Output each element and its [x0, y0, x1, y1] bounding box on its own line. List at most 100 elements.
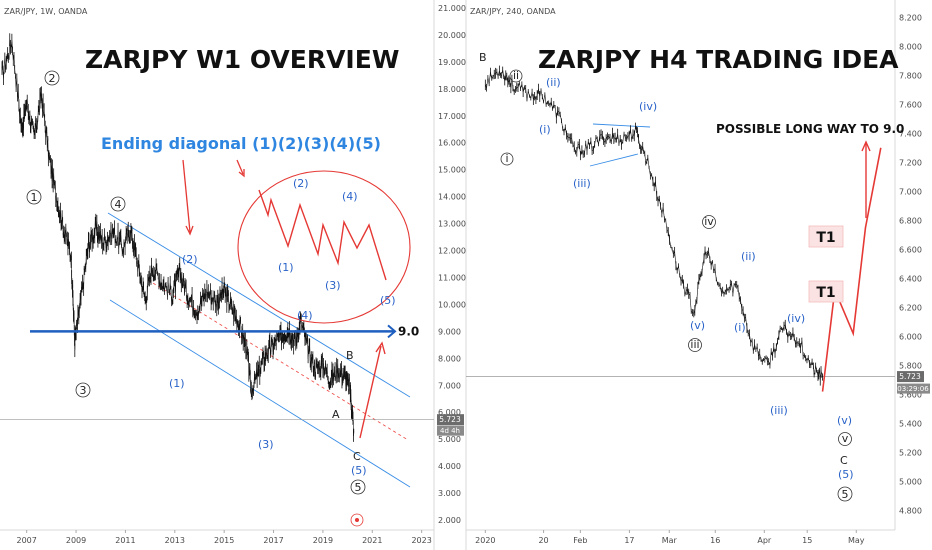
h4-price-line — [485, 69, 823, 381]
w1-y-tick: 18.000 — [438, 85, 466, 94]
w1-x-tick: 2007 — [17, 536, 37, 545]
svg-text:iv: iv — [704, 215, 714, 228]
w1-y-tick: 7.000 — [438, 381, 461, 390]
w1-wave-circle-3: 3 — [75, 382, 91, 398]
h4-y-tick: 6.400 — [899, 274, 922, 283]
w1-y-axis: 21.000 20.000 19.000 18.000 17.000 16.000 15.0… — [438, 4, 466, 525]
w1-wave-circle-2: 2 — [44, 70, 60, 86]
h4-wave-i-2: (i) — [734, 321, 746, 334]
w1-title: ZARJPY W1 OVERVIEW — [85, 45, 399, 74]
h4-wave-iii-2: (iii) — [770, 404, 788, 417]
h4-y-tick: 8.200 — [899, 13, 922, 22]
h4-x-tick: Apr — [757, 536, 772, 545]
w1-x-tick: 2021 — [362, 536, 382, 545]
h4-target-t1-upper: T1 — [808, 225, 844, 248]
svg-text:T1: T1 — [816, 285, 835, 301]
h4-title: ZARJPY H4 TRADING IDEA — [538, 45, 899, 74]
w1-diagonal-zigzag — [258, 189, 387, 281]
svg-text:1: 1 — [31, 191, 38, 204]
h4-y-tick: 7.600 — [899, 100, 922, 109]
w1-inset-wave-3: (3) — [325, 279, 341, 292]
w1-ellipse-arrow-line — [236, 159, 244, 175]
h4-y-tick: 5.000 — [899, 477, 922, 486]
w1-wave-p1: (1) — [169, 377, 185, 390]
h4-wave-c: C — [840, 454, 848, 467]
svg-text:iii: iii — [690, 338, 699, 351]
w1-y-tick: 9.000 — [438, 327, 461, 336]
w1-wave-c: C — [353, 450, 361, 463]
w1-level-label: 9.0 — [398, 324, 419, 338]
h4-y-tick: 5.200 — [899, 448, 922, 457]
w1-y-tick: 6.000 — [438, 408, 461, 417]
w1-y-tick: 4.000 — [438, 462, 461, 471]
svg-text:3: 3 — [80, 384, 87, 397]
h4-y-tick: 7.800 — [899, 71, 922, 80]
w1-diagonal-ellipse — [237, 170, 411, 324]
w1-symbol-line: ZAR/JPY, 1W, OANDA — [4, 7, 88, 16]
w1-wave-circle-4: 4 — [110, 196, 126, 212]
h4-x-tick: May — [848, 536, 865, 545]
h4-time-badge: 03:29:06 — [897, 383, 930, 394]
w1-x-tick: 2011 — [115, 536, 135, 545]
w1-y-tick: 19.000 — [438, 58, 466, 67]
w1-chart-panel: ZAR/JPY, 1W, OANDA ZARJPY W1 OVERVIEW 2 1… — [0, 0, 466, 550]
w1-price-badge: 5.723 — [437, 414, 464, 426]
w1-y-tick: 16.000 — [438, 139, 466, 148]
svg-text:v: v — [842, 432, 849, 445]
w1-inset-wave-2: (2) — [293, 177, 309, 190]
h4-wave-i: (i) — [539, 123, 551, 136]
h4-projection-line — [821, 147, 882, 392]
h4-y-tick: 8.000 — [899, 42, 922, 51]
w1-y-tick: 13.000 — [438, 220, 466, 229]
w1-diagonal-arrow-line — [182, 159, 191, 233]
h4-wave-ii-2: (ii) — [741, 250, 756, 263]
h4-symbol-line: ZAR/JPY, 240, OANDA — [470, 7, 556, 16]
w1-y-tick: 15.000 — [438, 166, 466, 175]
w1-y-tick: 12.000 — [438, 247, 466, 256]
svg-text:ii: ii — [513, 69, 519, 82]
h4-y-tick: 6.000 — [899, 332, 922, 341]
svg-text:2: 2 — [49, 72, 56, 85]
h4-target-t1-lower: T1 — [808, 280, 844, 303]
w1-price-series — [1, 33, 355, 442]
h4-x-tick: Feb — [573, 536, 587, 545]
w1-wave-b: B — [346, 349, 354, 362]
w1-y-tick: 20.000 — [438, 31, 466, 40]
w1-y-tick: 14.000 — [438, 193, 466, 202]
h4-x-tick: 15 — [802, 536, 812, 545]
w1-wave-p4: (4) — [297, 309, 313, 322]
h4-wave-ii: (ii) — [546, 76, 561, 89]
w1-diagonal-annotation: Ending diagonal (1)(2)(3)(4)(5) — [101, 134, 381, 153]
w1-wave-p5: (5) — [351, 464, 367, 477]
w1-time-badge: 4d 4h — [437, 425, 464, 436]
svg-text:5.723: 5.723 — [899, 372, 921, 381]
svg-text:i: i — [505, 152, 508, 165]
w1-up-arrow-icon — [375, 341, 386, 355]
w1-projection-line — [359, 345, 382, 439]
w1-wave-circle-5: 5 — [350, 479, 366, 495]
w1-inset-wave-1: (1) — [278, 261, 294, 274]
h4-y-tick: 6.800 — [899, 216, 922, 225]
w1-x-tick: 2015 — [214, 536, 234, 545]
h4-x-tick: 17 — [624, 536, 634, 545]
w1-small-arrow-icon — [238, 169, 245, 178]
h4-wave-iv: (iv) — [639, 100, 657, 113]
w1-wave-circle-1: 1 — [26, 189, 42, 205]
w1-x-tick: 2017 — [263, 536, 283, 545]
w1-wave-p2: (2) — [182, 253, 198, 266]
h4-wave-v-2: (v) — [837, 414, 852, 427]
h4-x-tick: 16 — [710, 536, 720, 545]
h4-price-badge: 5.723 — [897, 371, 924, 383]
h4-up-arrow-icon — [861, 140, 871, 152]
h4-wave-circle-i: i — [500, 152, 514, 166]
h4-x-tick: Mar — [662, 536, 678, 545]
h4-price-series — [484, 65, 823, 386]
h4-wave-iv-2: (iv) — [787, 312, 805, 325]
w1-x-axis: 2007 2009 2011 2013 2015 2017 2019 2021 2023 — [17, 530, 432, 545]
w1-x-tick: 2019 — [313, 536, 333, 545]
w1-inset-wave-5: (5) — [380, 294, 396, 307]
h4-wave-circle-iv: iv — [702, 215, 716, 229]
w1-y-tick: 8.000 — [438, 354, 461, 363]
h4-y-tick: 7.000 — [899, 187, 922, 196]
